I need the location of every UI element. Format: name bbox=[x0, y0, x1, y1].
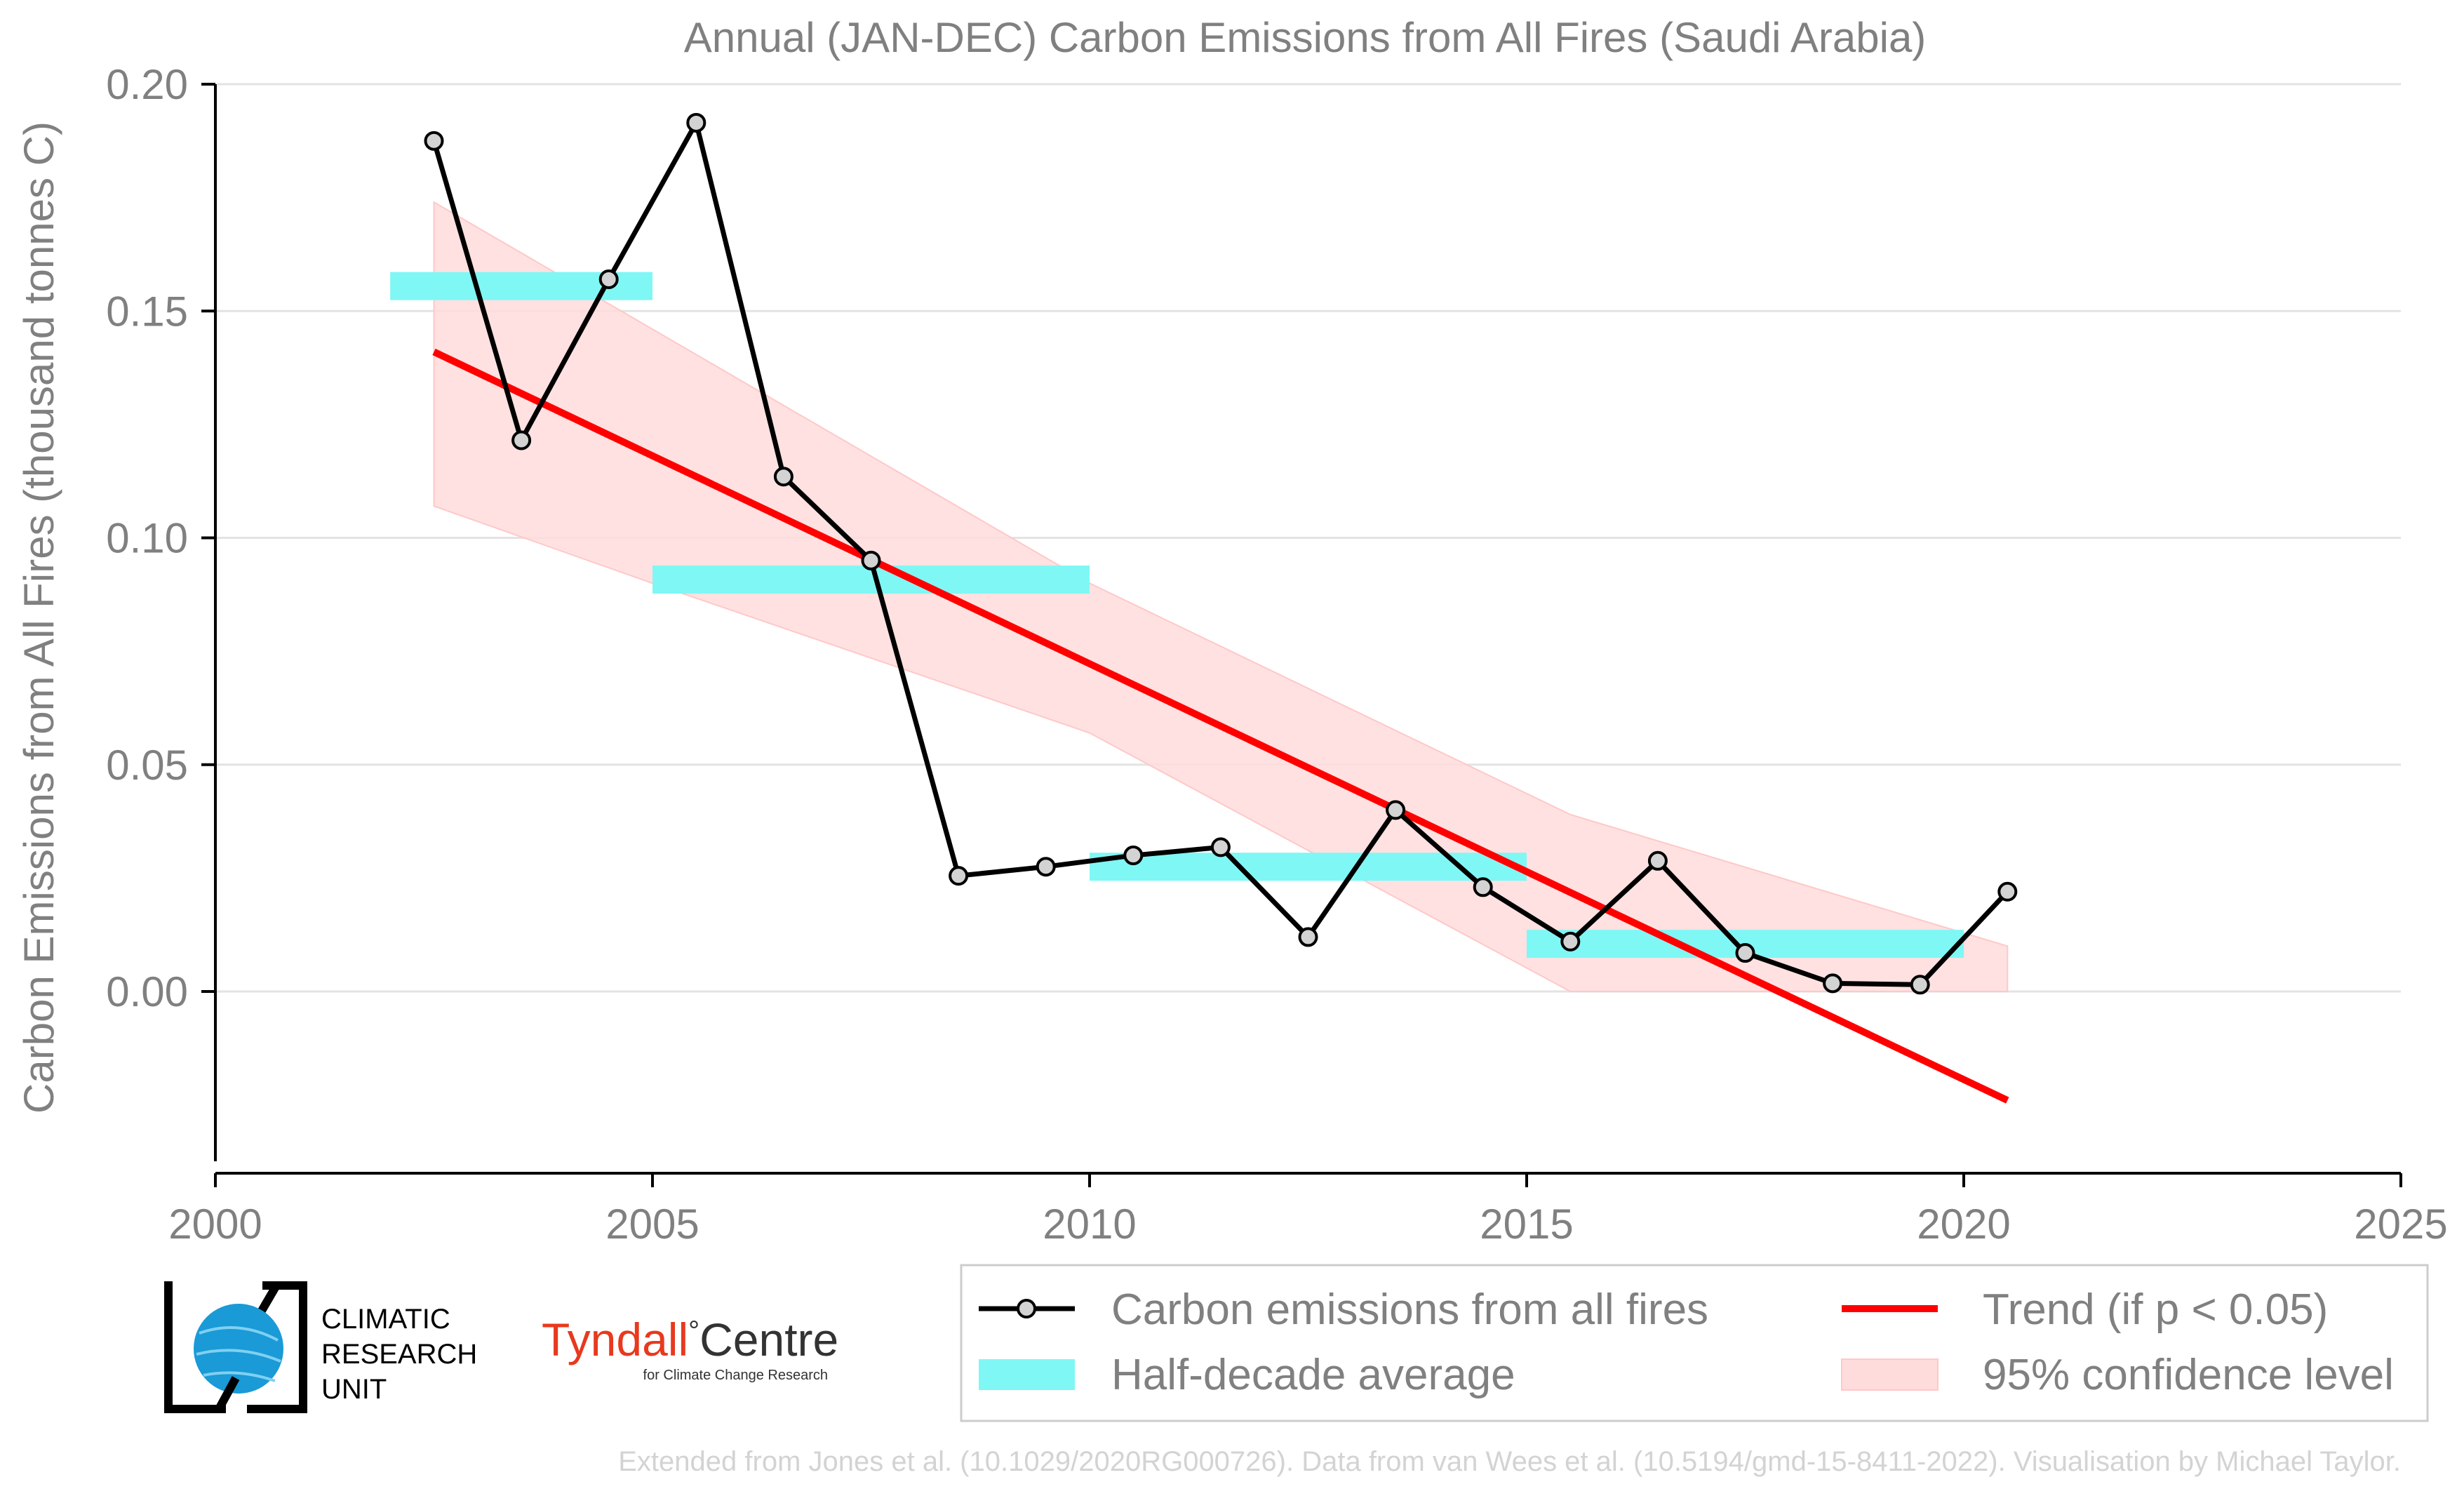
x-tick-label-0: 2000 bbox=[168, 1201, 262, 1248]
legend-half-decade-swatch bbox=[979, 1359, 1075, 1390]
trend-layer bbox=[432, 348, 2009, 1104]
x-tick-label-3: 2015 bbox=[1480, 1201, 1573, 1248]
legend-label-half-decade: Half-decade average bbox=[1111, 1351, 1515, 1399]
emissions-point-6 bbox=[949, 866, 969, 886]
confidence-band bbox=[433, 201, 2009, 992]
y-tick-label-2: 0.10 bbox=[106, 515, 188, 562]
chart-title: Annual (JAN-DEC) Carbon Emissions from A… bbox=[684, 14, 1927, 61]
axes bbox=[201, 83, 2402, 1187]
cru-logo-bracket-right bbox=[247, 1281, 307, 1413]
legend-label-confidence: 95% confidence level bbox=[1983, 1351, 2394, 1399]
half-decade-bar-2 bbox=[1090, 853, 1527, 881]
x-tick-label-5: 2025 bbox=[2354, 1201, 2447, 1248]
legend-marker-swatch bbox=[1017, 1299, 1036, 1318]
legend: Carbon emissions from all fires Trend (i… bbox=[960, 1264, 2429, 1422]
emissions-point-1 bbox=[511, 430, 532, 450]
emissions-point-16 bbox=[1823, 973, 1843, 994]
cru-text-line3: UNIT bbox=[321, 1374, 387, 1405]
y-tick-label-4: 0.20 bbox=[106, 61, 188, 108]
x-tick-labels: 2000 2005 2010 2015 2020 2025 bbox=[168, 1201, 2447, 1248]
emissions-point-18 bbox=[1997, 881, 2018, 902]
credit-line: Extended from Jones et al. (10.1029/2020… bbox=[618, 1446, 2401, 1477]
legend-label-trend: Trend (if p < 0.05) bbox=[1983, 1285, 2328, 1334]
x-tick-label-2: 2010 bbox=[1043, 1201, 1136, 1248]
cru-logo-slash-bottom bbox=[215, 1376, 240, 1411]
cru-logo-bracket bbox=[164, 1281, 226, 1413]
tyndall-name: Tyndall°Centre bbox=[542, 1314, 838, 1365]
emissions-point-8 bbox=[1123, 846, 1144, 866]
tyndall-name-part2: Centre bbox=[699, 1314, 838, 1365]
emissions-point-3 bbox=[686, 112, 707, 133]
cru-text-line2: RESEARCH bbox=[321, 1339, 477, 1370]
emissions-point-13 bbox=[1560, 931, 1581, 951]
emissions-point-5 bbox=[861, 550, 881, 570]
y-axis-label: Carbon Emissions from All Fires (thousan… bbox=[15, 121, 62, 1114]
emissions-point-17 bbox=[1910, 975, 1930, 995]
cru-logo: CLIMATIC RESEARCH UNIT bbox=[164, 1281, 477, 1413]
globe-icon bbox=[194, 1304, 283, 1394]
tyndall-logo: Tyndall°Centre for Climate Change Resear… bbox=[542, 1314, 838, 1383]
emissions-point-4 bbox=[773, 467, 794, 487]
emissions-point-10 bbox=[1298, 927, 1318, 947]
x-tick-label-1: 2005 bbox=[605, 1201, 699, 1248]
trend-line bbox=[432, 348, 2009, 1104]
tyndall-name-part1: Tyndall bbox=[542, 1314, 688, 1365]
emissions-point-15 bbox=[1735, 943, 1755, 963]
y-tick-label-1: 0.05 bbox=[106, 742, 188, 789]
emissions-point-11 bbox=[1386, 800, 1406, 820]
y-tick-label-3: 0.15 bbox=[106, 288, 188, 335]
emissions-point-9 bbox=[1210, 837, 1231, 857]
tyndall-subtitle: for Climate Change Research bbox=[643, 1368, 828, 1383]
legend-frame bbox=[960, 1264, 2429, 1422]
confidence-band-layer bbox=[433, 201, 2009, 992]
x-tick-label-4: 2020 bbox=[1917, 1201, 2010, 1248]
y-tick-labels: 0.00 0.05 0.10 0.15 0.20 bbox=[106, 61, 188, 1015]
emissions-point-0 bbox=[424, 131, 444, 151]
globe-icon-lines bbox=[196, 1326, 281, 1382]
emissions-point-14 bbox=[1647, 850, 1668, 871]
emissions-point-2 bbox=[598, 269, 619, 289]
tyndall-degree: ° bbox=[688, 1316, 699, 1347]
y-tick-label-0: 0.00 bbox=[106, 968, 188, 1015]
legend-confidence-swatch bbox=[1841, 1358, 1939, 1391]
emissions-points-layer bbox=[424, 112, 2018, 995]
cru-text-line1: CLIMATIC bbox=[321, 1304, 450, 1335]
legend-label-emissions: Carbon emissions from all fires bbox=[1111, 1285, 1708, 1334]
emissions-point-12 bbox=[1473, 877, 1493, 897]
emissions-point-7 bbox=[1036, 857, 1056, 877]
